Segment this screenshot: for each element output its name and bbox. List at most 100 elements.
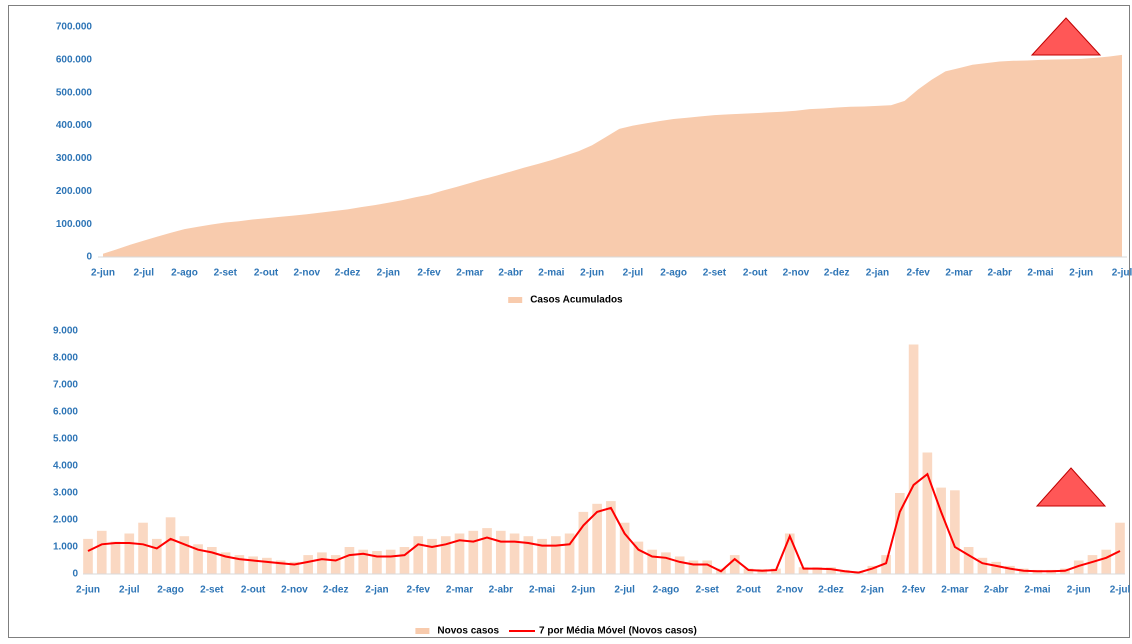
x-tick-label: 2-mar [456,268,483,279]
bar [606,501,616,574]
bar [743,568,754,574]
x-tick-label: 2-jun [580,268,604,279]
bar [124,533,135,574]
bar [193,544,203,574]
x-tick-label: 2-jul [133,268,154,279]
bar [688,560,699,574]
y-tick-label: 3.000 [53,488,78,499]
x-tick-label: 2-out [736,585,761,596]
x-tick-label: 2-mai [1024,585,1050,596]
bar [963,547,974,574]
bar [537,538,547,574]
x-tick-label: 2-jul [614,585,635,596]
bar [289,561,300,574]
x-tick-label: 2-jul [1112,268,1132,279]
x-tick-label: 2-abr [489,585,514,596]
bar [165,517,176,574]
bar [454,533,465,574]
bar [661,552,671,574]
bar [413,536,424,574]
x-tick-label: 2-mai [538,268,564,279]
bar [509,533,520,574]
line [87,472,1121,574]
bar [303,555,313,574]
bar [798,567,809,574]
bar [96,530,107,574]
x-tick-label: 2-nov [783,268,810,279]
legend-swatch [508,297,523,303]
x-tick-label: 2-jun [571,585,595,596]
y-tick-label: 2.000 [53,515,78,526]
x-tick-label: 2-nov [293,268,320,279]
bar [1101,549,1112,574]
bar [344,547,355,574]
x-tick-label: 2-set [200,585,224,596]
x-tick-label: 2-dez [818,585,844,596]
x-tick-label: 2-set [703,268,727,279]
bar [950,490,960,574]
bar [1005,565,1015,574]
bar [482,528,492,574]
x-tick-label: 2-jun [91,268,115,279]
triangle-icon [1035,467,1107,507]
bar [83,538,93,574]
bar [826,567,836,574]
y-tick-label: 0 [72,569,78,580]
x-tick-label: 2-ago [660,268,687,279]
x-tick-label: 2-dez [323,585,349,596]
bar [179,536,190,574]
x-tick-label: 2-out [254,268,279,279]
bar [619,522,630,574]
y-tick-label: 1.000 [53,542,78,553]
x-tick-label: 2-jan [866,268,889,279]
x-tick-label: 2-jun [1067,585,1091,596]
x-tick-label: 2-fev [902,585,926,596]
triangle-icon [1030,17,1102,56]
bar [110,541,121,574]
bar [551,536,561,574]
bar [248,556,258,574]
x-tick-label: 2-abr [987,268,1012,279]
x-tick-label: 2-out [241,585,266,596]
x-tick-label: 2-mar [941,585,968,596]
bar [385,549,396,574]
x-tick-label: 2-mar [446,585,473,596]
bar [881,555,891,574]
bar [867,565,878,574]
bar [330,555,341,574]
y-tick-label: 400.000 [56,120,93,131]
legend-label: Casos Acumulados [530,295,623,306]
bar [729,555,740,574]
x-tick-label: 2-nov [281,585,308,596]
bar [358,549,369,574]
bar [991,561,1001,574]
bar [275,560,286,574]
x-tick-label: 2-fev [417,268,441,279]
x-tick-label: 2-fev [907,268,931,279]
legend-label: 7 por Média Móvel (Novos casos) [539,626,697,637]
bar [262,557,272,574]
bar [399,547,410,574]
y-tick-label: 8.000 [53,353,78,364]
y-tick-label: 500.000 [56,87,93,98]
y-tick-label: 300.000 [56,153,93,164]
bar [647,549,657,574]
y-tick-label: 200.000 [56,186,93,197]
bar [633,541,644,574]
x-tick-label: 2-mai [529,585,555,596]
bar [151,538,162,574]
x-tick-label: 2-abr [984,585,1009,596]
area [103,54,1122,258]
y-tick-label: 4.000 [53,461,78,472]
bar [895,493,905,574]
x-tick-label: 2-jan [377,268,400,279]
x-tick-label: 2-dez [824,268,850,279]
bar [372,551,382,574]
bar [495,530,506,574]
bar [812,567,823,574]
bar [207,547,217,574]
bar [1073,560,1084,574]
x-tick-label: 2-set [214,268,238,279]
